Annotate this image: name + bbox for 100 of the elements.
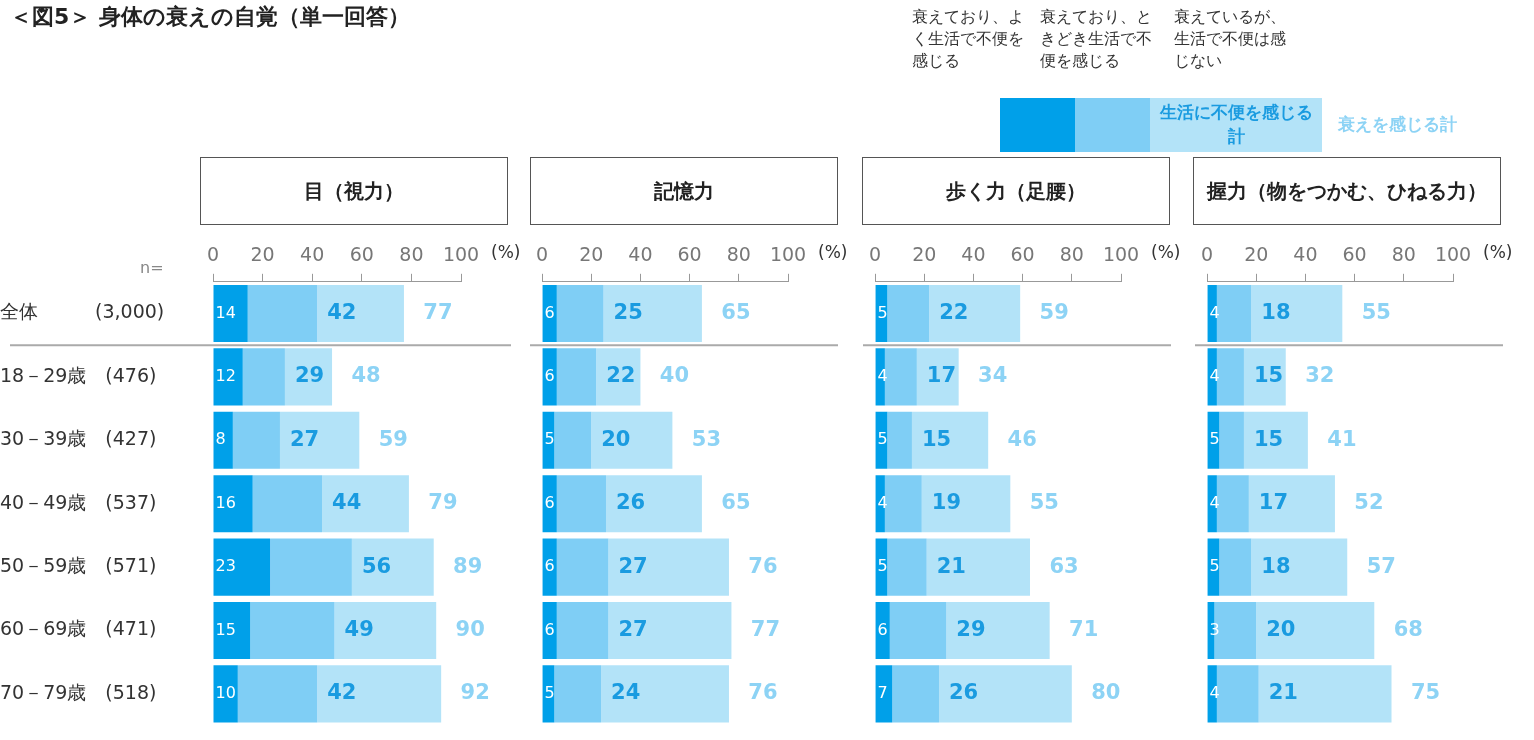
annotation: 21 [936,553,966,578]
bar [213,348,243,406]
data-label: 5 [1209,429,1220,449]
total-label: 68 [1393,616,1423,641]
annotation: 22 [939,299,969,324]
bar [887,538,927,596]
data-label: 5 [544,429,555,449]
data-label: 8 [215,429,226,449]
x-tick-label: 20 [579,243,604,266]
bar [252,475,323,533]
bar [317,665,442,723]
bar [608,601,732,660]
y-tick-label: 全体 (3,000) [0,300,165,323]
bar [213,475,253,533]
x-tick-label: 40 [300,243,325,266]
annotation: 26 [615,490,646,515]
total-label: 90 [455,616,485,641]
x-tick-label: 60 [349,243,374,266]
y-tick-label: 70－79歳 (518) [0,680,157,703]
bar [1243,411,1308,469]
total-label: 63 [1049,553,1079,578]
data-label: 12 [215,366,236,386]
x-axis-title: (%) [818,242,848,263]
x-tick-label: 20 [250,243,275,266]
bar [1251,284,1343,343]
x-tick-label: 0 [1201,243,1214,266]
annotation: 20 [601,426,631,451]
x-tick-label: 100 [1434,243,1472,266]
total-label: 59 [1039,299,1069,324]
bar [334,601,437,660]
text: n= [140,258,164,277]
data-label: 10 [215,683,236,703]
data-label: 6 [877,619,888,639]
total-label: 32 [1305,363,1335,388]
data-label: 5 [544,683,555,703]
bar [1258,665,1392,723]
annotation: 24 [611,680,641,705]
x-axis-title: (%) [491,242,521,263]
total-label: 77 [750,616,781,641]
x-tick-label: 80 [1059,243,1084,266]
bar [1251,538,1348,596]
total-label: 55 [1361,299,1391,324]
x-tick-label: 80 [726,243,751,266]
data-label: 4 [1209,302,1220,322]
x-tick-label: 100 [769,243,807,266]
text: 衰えを感じる計 [1338,113,1457,136]
bar [938,665,1072,723]
x-tick-label: 80 [1391,243,1416,266]
annotation: 15 [1253,363,1284,388]
bar [591,411,673,469]
bar [270,538,352,596]
x-tick-label: 0 [536,243,549,266]
bar [608,538,729,596]
bar [1219,411,1244,469]
annotation: 27 [289,426,320,451]
y-tick-label: 18－29歳 (476) [0,363,157,386]
chart-title: 歩く力（足腰） [946,178,1086,204]
bar [921,475,1011,533]
data-label: 6 [544,619,555,639]
annotation: 17 [926,363,957,388]
total-label: 57 [1366,553,1396,578]
annotation: 29 [294,363,325,388]
bar [317,284,404,343]
annotation: 18 [1261,553,1291,578]
x-tick-label: 40 [1293,243,1318,266]
x-axis-title: (%) [1151,242,1181,263]
annotation: 42 [327,299,357,324]
data-label: 6 [544,492,555,512]
chart-title: 握力 [1207,178,1247,204]
total-label: 41 [1327,426,1357,451]
bar [892,665,939,723]
data-label: 4 [877,492,888,512]
annotation: 18 [1261,299,1291,324]
bar [554,665,602,723]
bar [351,538,434,596]
bar [279,411,360,469]
annotation: 29 [956,616,986,641]
bar [247,284,318,343]
bar [887,411,912,469]
text: 衰えており、ときどき生活で不便を感じる [1040,6,1153,72]
x-tick-label: 20 [1244,243,1269,266]
bar [929,284,1021,343]
bar [554,411,592,469]
bar [237,665,318,723]
data-label: 5 [877,556,888,576]
bar [889,601,947,660]
chart-subtitle: （物をつかむ、ひねる力） [1247,178,1487,204]
total-label: 65 [721,490,751,515]
annotation: 15 [1253,426,1284,451]
total-label: 48 [351,363,381,388]
data-label: 15 [215,619,236,639]
bar [875,665,893,723]
data-label: 4 [877,366,888,386]
data-label: 5 [1209,556,1220,576]
total-label: 76 [748,553,778,578]
x-tick-label: 0 [206,243,220,266]
total-label: 79 [428,490,458,515]
data-label: 4 [1209,683,1220,703]
annotation: 17 [1258,490,1289,515]
data-label: 4 [1209,492,1220,512]
